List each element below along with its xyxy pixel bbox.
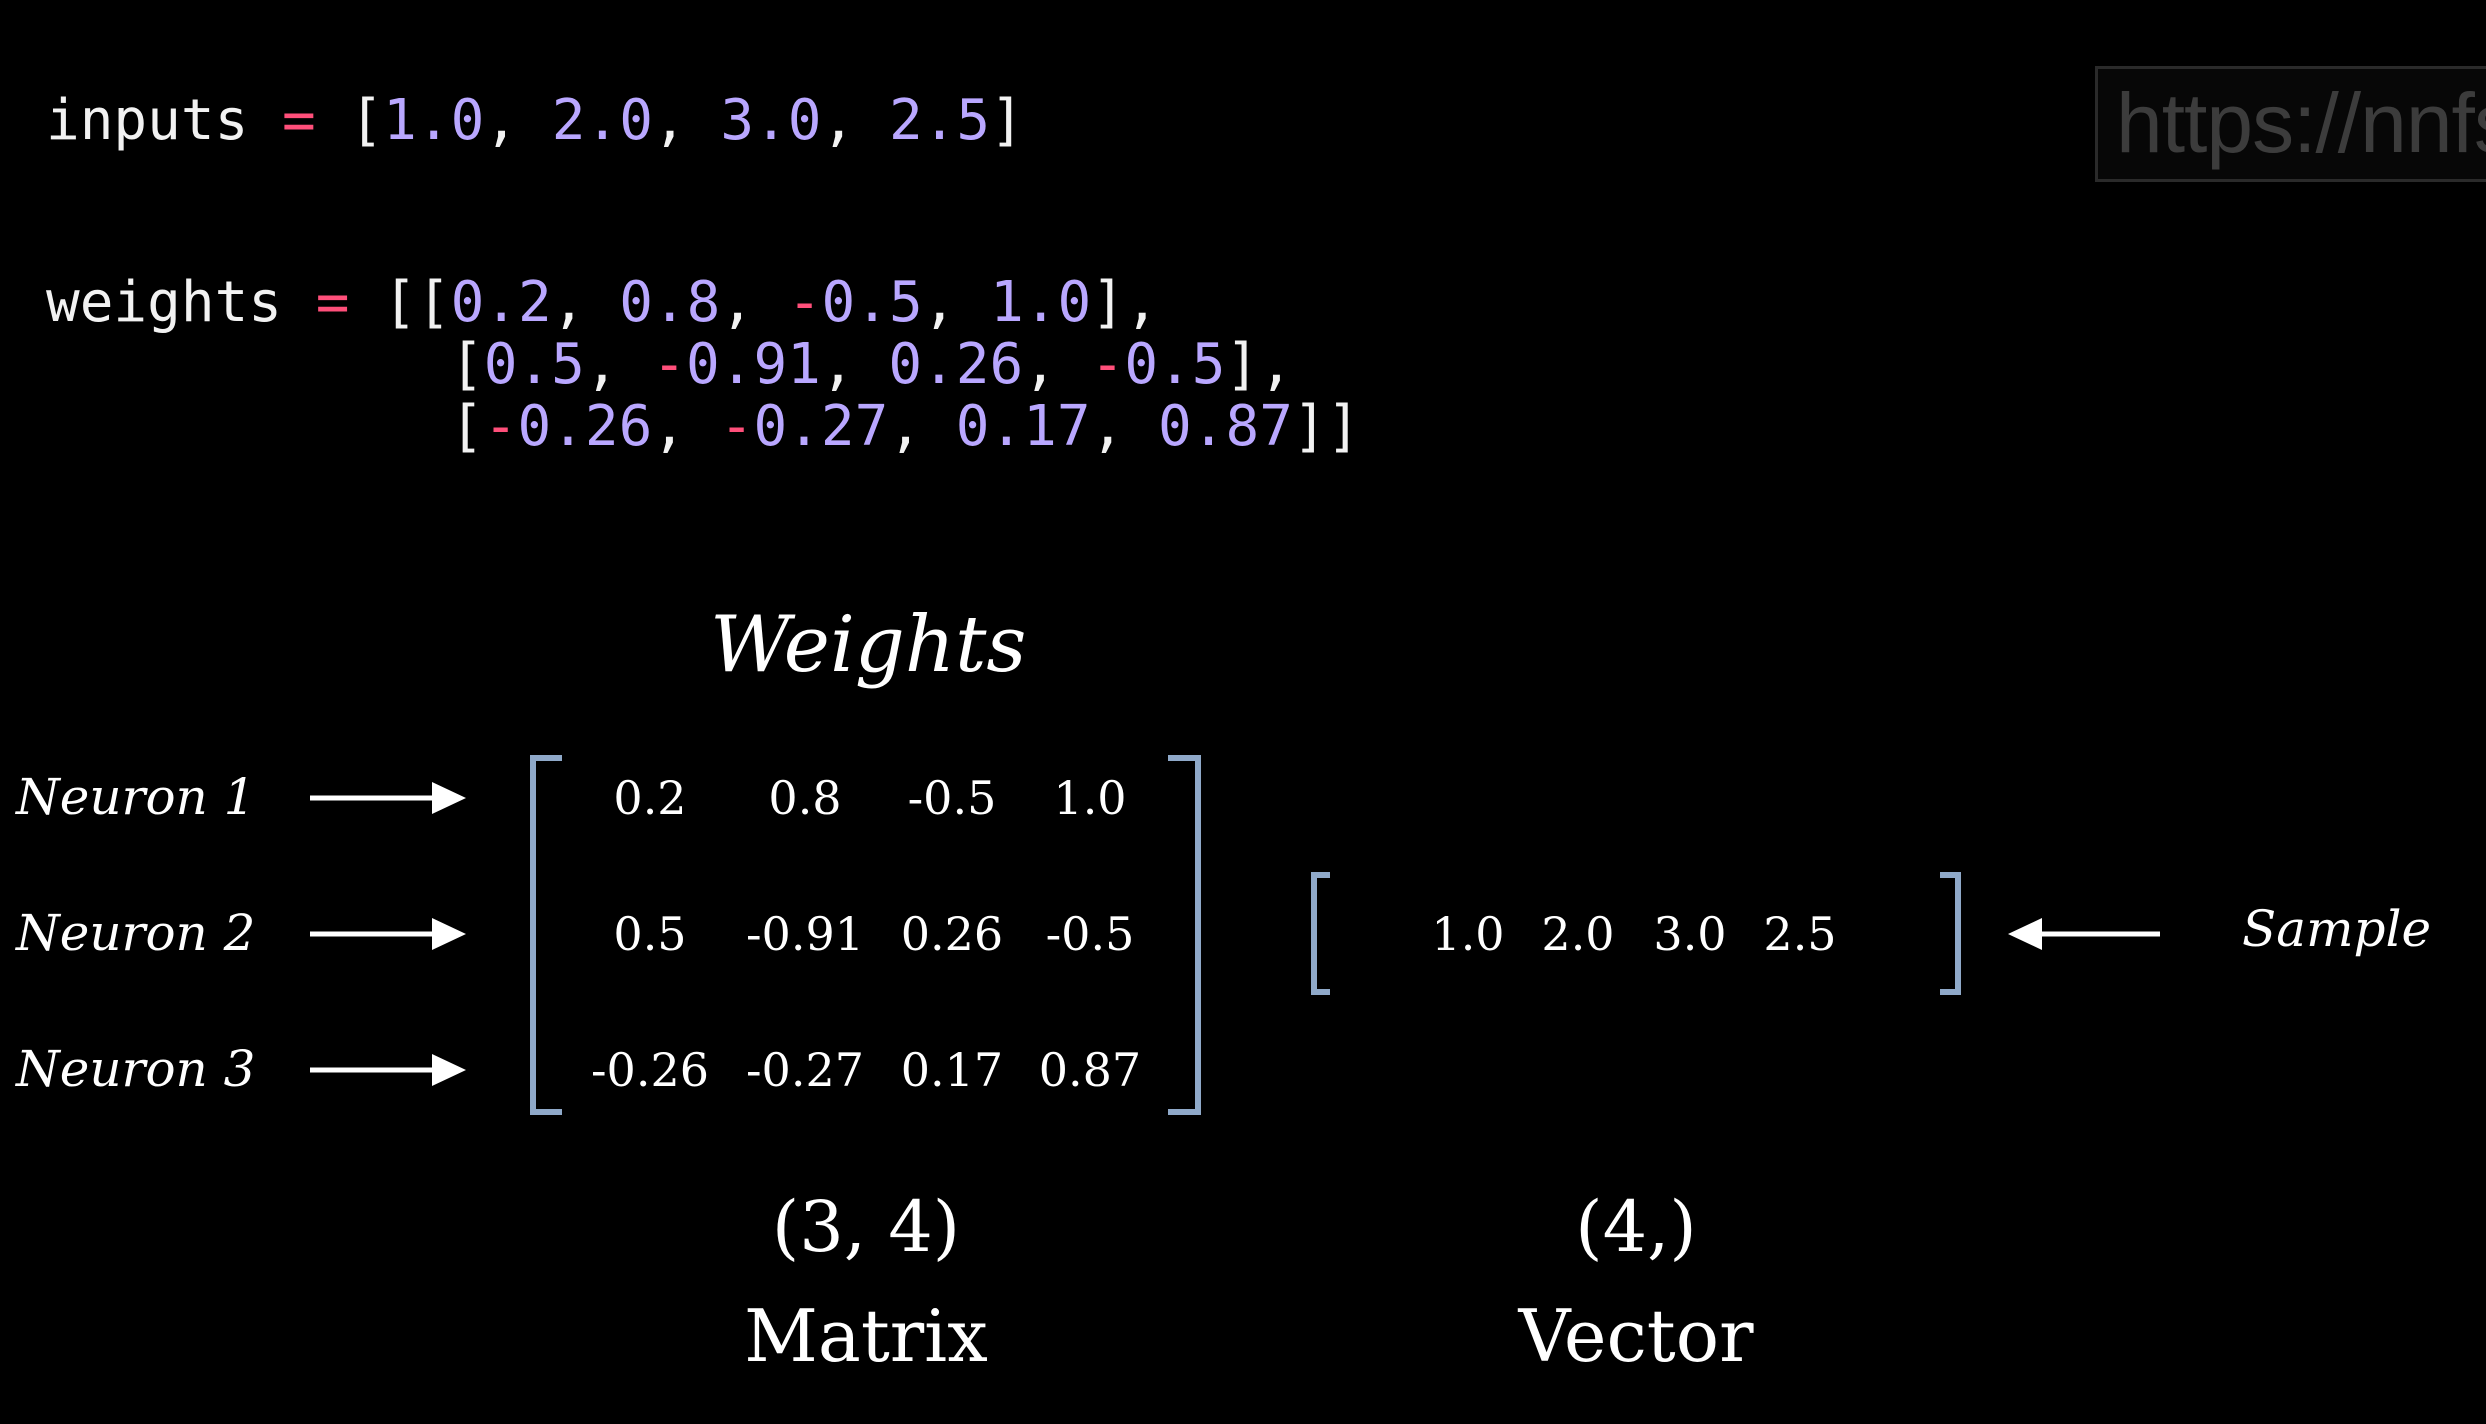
code-input-value: 1.0 <box>383 88 485 153</box>
sample-label: Sample <box>2242 900 2432 958</box>
arrow-right-icon <box>310 918 466 950</box>
code-weight-value: 0.17 <box>955 394 1091 459</box>
code-weight-value: 0.26 <box>888 332 1024 397</box>
code-weight-value: 0.8 <box>619 270 721 335</box>
matrix-cell: 0.17 <box>900 1043 1004 1097</box>
matrix-left-bracket <box>530 755 562 1115</box>
arrow-right-icon <box>310 782 466 814</box>
weights-title: Weights <box>710 600 1027 690</box>
matrix-shape-label: (3, 4) <box>771 1186 961 1268</box>
code-assign-op: = <box>282 88 316 153</box>
matrix-right-bracket <box>1168 755 1201 1115</box>
code-weight-value: -0.5 <box>1091 332 1226 397</box>
matrix-cell: 0.5 <box>613 907 687 961</box>
matrix-cell: -0.26 <box>591 1043 709 1097</box>
vector-right-bracket <box>1940 872 1961 995</box>
neuron-label-2: Neuron 2 <box>16 904 256 962</box>
code-weight-value: 0.87 <box>1158 394 1293 459</box>
matrix-cell: -0.5 <box>907 771 997 825</box>
code-weight-value: 0.5 <box>483 332 585 397</box>
arrow-right-icon <box>310 1054 466 1086</box>
vector-cell: 1.0 <box>1431 907 1505 961</box>
number-digits: 0.91 <box>686 332 821 397</box>
matrix-cell: -0.5 <box>1045 907 1135 961</box>
code-var-inputs: inputs <box>46 88 249 153</box>
url-watermark: https://nnfs. <box>2095 66 2486 182</box>
code-var-weights: weights <box>46 270 283 335</box>
number-digits: 0.26 <box>517 394 653 459</box>
code-weight-value: 1.0 <box>990 270 1092 335</box>
neuron-label-3: Neuron 3 <box>16 1040 256 1098</box>
matrix-cell: 0.8 <box>768 771 842 825</box>
vector-cell: 2.5 <box>1763 907 1837 961</box>
matrix-cell: 0.26 <box>900 907 1004 961</box>
code-weight-value: -0.5 <box>788 270 923 335</box>
matrix-cell: -0.27 <box>746 1043 864 1097</box>
number-digits: 0.5 <box>821 270 923 335</box>
arrow-left-icon <box>2008 918 2160 950</box>
vector-cell: 2.0 <box>1541 907 1615 961</box>
matrix-kind-label: Matrix <box>744 1294 988 1378</box>
vector-left-bracket <box>1311 872 1330 995</box>
code-input-value: 2.0 <box>551 88 653 153</box>
matrix-cell: 0.87 <box>1038 1043 1142 1097</box>
code-assign-op: = <box>315 270 350 335</box>
code-weight-value: 0.2 <box>450 270 552 335</box>
vector-shape-label: (4,) <box>1575 1186 1697 1268</box>
minus-sign: - <box>652 332 687 397</box>
code-inputs-line: inputs = [1.0, 2.0, 3.0, 2.5] <box>46 88 1024 153</box>
code-weights-line-3: [-0.26, -0.27, 0.17, 0.87]] <box>450 394 1361 459</box>
code-weight-value: -0.26 <box>484 394 653 459</box>
code-weights-line-2: [0.5, -0.91, 0.26, -0.5], <box>450 332 1293 397</box>
code-input-value: 2.5 <box>888 88 991 153</box>
matrix-cell: -0.91 <box>746 907 864 961</box>
vector-cell: 3.0 <box>1653 907 1727 961</box>
minus-sign: - <box>787 270 822 335</box>
vector-kind-label: Vector <box>1518 1294 1754 1378</box>
matrix-cell: 0.2 <box>613 771 687 825</box>
neuron-label-1: Neuron 1 <box>16 768 256 826</box>
code-weight-value: -0.91 <box>652 332 821 397</box>
minus-sign: - <box>483 394 518 459</box>
matrix-cell: 1.0 <box>1053 771 1127 825</box>
watermark-text: https://nnfs. <box>2116 76 2486 170</box>
minus-sign: - <box>1090 332 1125 397</box>
code-input-value: 3.0 <box>720 88 822 153</box>
code-weight-value: -0.27 <box>720 394 889 459</box>
number-digits: 0.27 <box>753 394 889 459</box>
minus-sign: - <box>719 394 754 459</box>
number-digits: 0.5 <box>1124 332 1226 397</box>
code-weights-line-1: weights = [[0.2, 0.8, -0.5, 1.0], <box>46 270 1159 335</box>
